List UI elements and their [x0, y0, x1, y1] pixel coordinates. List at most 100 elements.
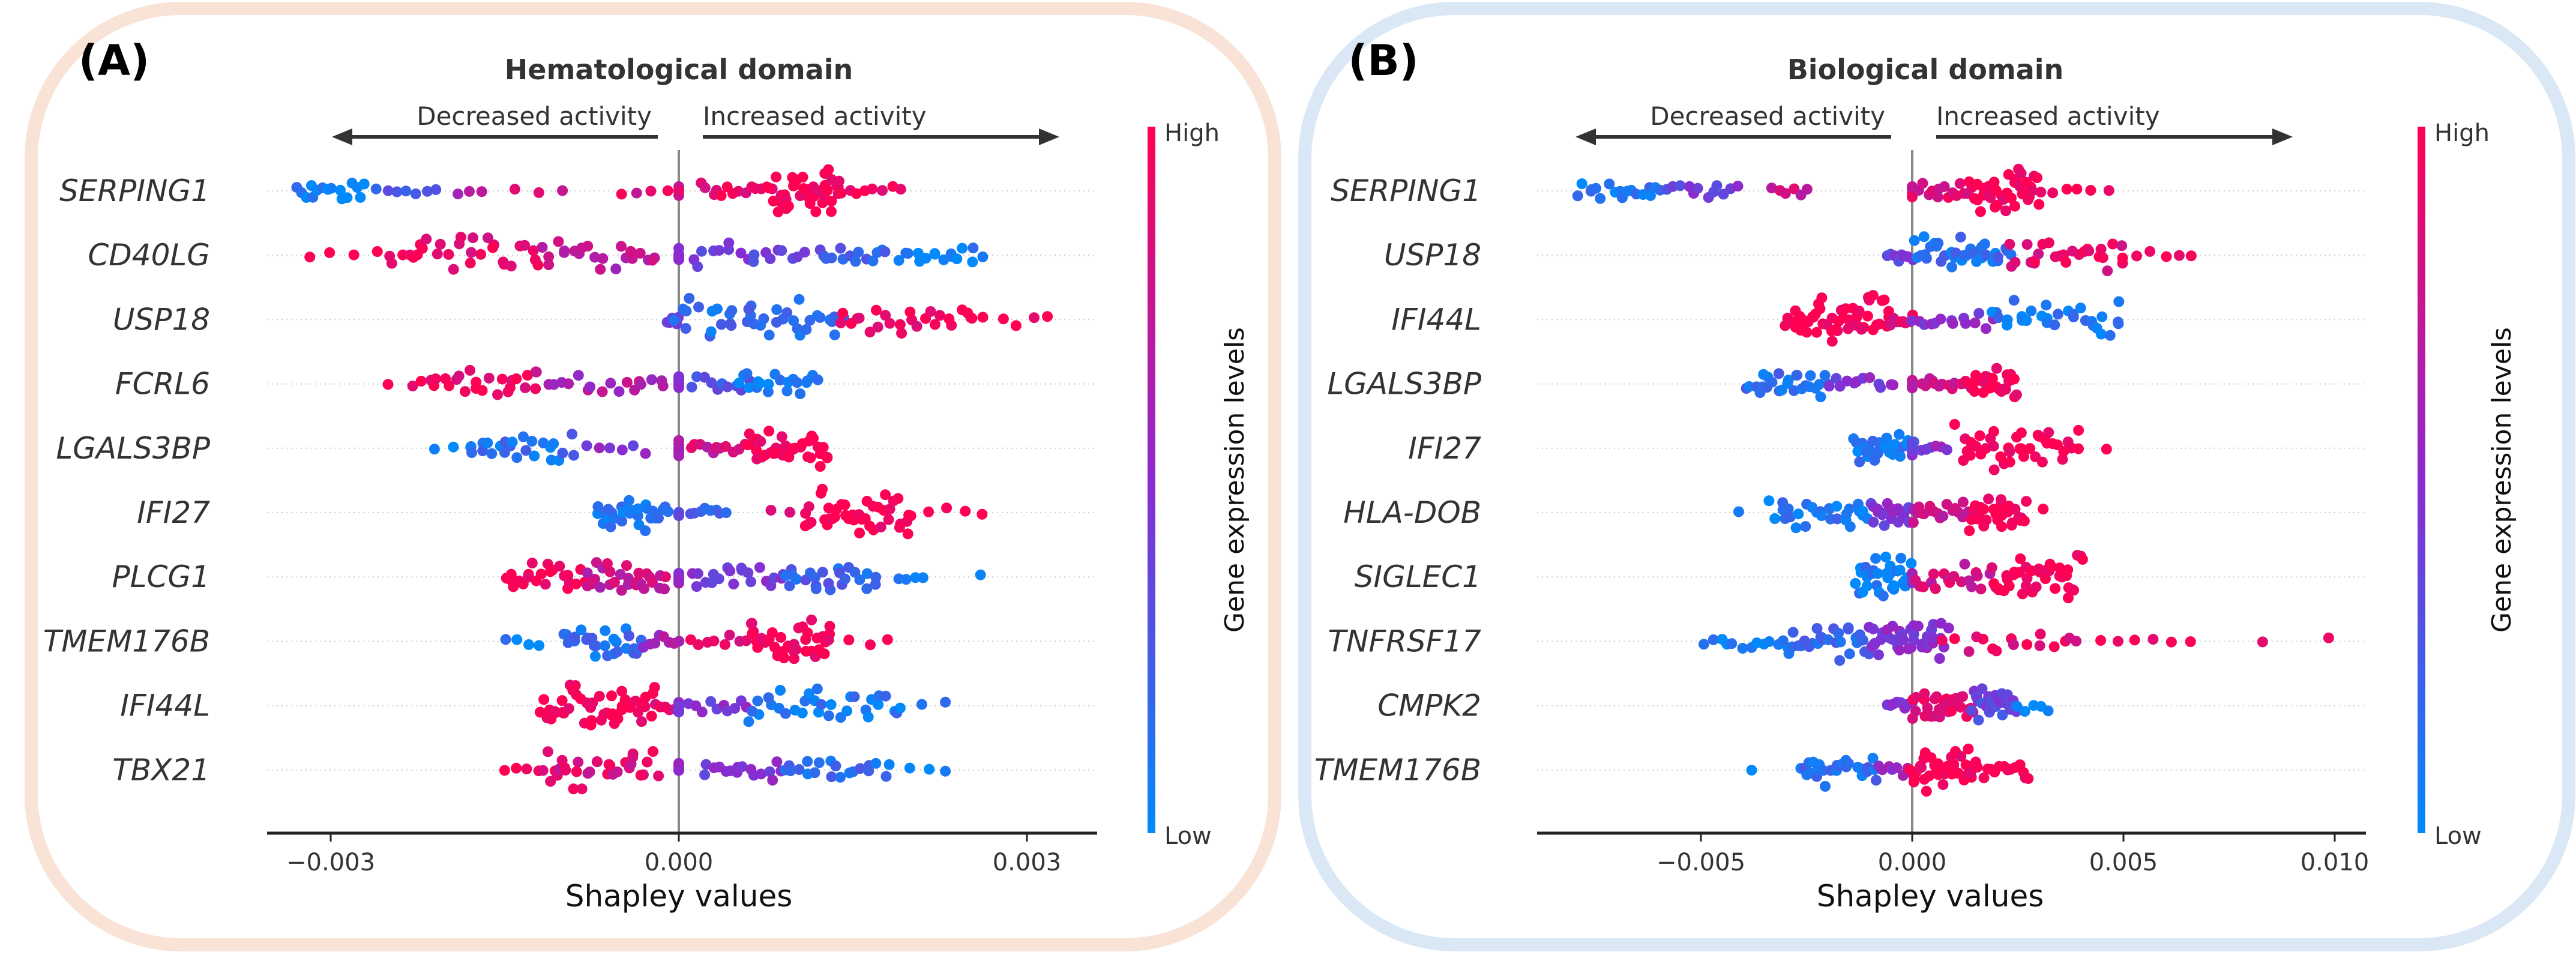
data-point: [628, 440, 639, 451]
data-point: [1829, 324, 1841, 336]
data-point: [957, 243, 968, 254]
data-point: [640, 525, 651, 537]
data-point: [951, 253, 963, 265]
data-point: [528, 245, 539, 256]
data-point: [910, 572, 921, 583]
data-point: [743, 304, 754, 315]
data-point: [1961, 445, 1973, 457]
data-point: [893, 255, 904, 266]
data-point: [883, 514, 894, 525]
data-point: [1816, 292, 1828, 304]
gene-label: IFI44L: [120, 688, 210, 723]
data-point: [673, 575, 684, 586]
data-point: [1957, 691, 1969, 702]
data-point: [752, 695, 763, 706]
data-point: [2323, 632, 2334, 643]
data-point: [499, 765, 510, 776]
x-axis-label: Shapley values: [1817, 879, 2044, 914]
data-point: [775, 631, 786, 643]
data-point: [2131, 250, 2142, 262]
data-point: [825, 699, 837, 710]
data-point: [917, 572, 928, 583]
data-point: [2004, 238, 2015, 250]
data-point: [2144, 246, 2156, 257]
data-point: [839, 499, 850, 511]
data-point: [1880, 552, 1891, 562]
data-point: [822, 185, 833, 196]
data-point: [507, 436, 518, 448]
data-point: [1906, 558, 1917, 569]
data-point: [591, 756, 603, 767]
data-point: [714, 245, 725, 256]
data-point: [812, 374, 823, 385]
data-point: [2107, 238, 2119, 250]
data-point: [1910, 705, 1921, 717]
gene-label: PLCG1: [112, 559, 210, 594]
data-point: [1861, 580, 1873, 592]
data-point: [608, 633, 619, 645]
data-point: [1980, 323, 1991, 334]
x-tick-label: 0.000: [645, 849, 714, 876]
data-point: [763, 634, 775, 645]
data-point: [1826, 336, 1838, 347]
data-point: [1769, 513, 1781, 524]
data-point: [2054, 562, 2065, 574]
data-point: [443, 249, 454, 260]
data-point: [1964, 525, 1975, 537]
data-point: [882, 634, 893, 645]
data-point: [1948, 571, 1960, 582]
data-point: [720, 441, 732, 452]
data-point: [813, 757, 825, 768]
data-point: [691, 371, 702, 382]
data-point: [2050, 583, 2061, 594]
increased-activity-label: Increased activity: [703, 101, 927, 131]
data-point: [517, 431, 529, 442]
data-point: [487, 242, 498, 253]
data-point: [824, 621, 835, 632]
data-point: [823, 577, 834, 589]
data-point: [960, 505, 971, 517]
data-point: [603, 759, 615, 770]
data-point: [1737, 643, 1748, 654]
data-point: [2071, 636, 2082, 647]
data-point: [877, 185, 888, 196]
data-point: [2095, 634, 2107, 646]
data-point: [2021, 496, 2032, 507]
data-point: [435, 238, 446, 250]
data-point: [781, 385, 793, 397]
data-point: [545, 776, 556, 787]
data-point: [610, 264, 622, 274]
data-point: [559, 246, 570, 256]
data-point: [1966, 581, 1978, 592]
data-point: [765, 253, 776, 264]
data-point: [1856, 324, 1867, 335]
data-point: [612, 713, 624, 725]
data-point: [696, 706, 708, 718]
data-point: [1029, 312, 1040, 324]
data-point: [1973, 714, 1984, 726]
data-point: [621, 376, 633, 388]
gene-label: USP18: [113, 302, 210, 337]
data-point: [699, 769, 711, 780]
data-point: [826, 316, 838, 327]
gene-label: TMEM176B: [43, 624, 210, 658]
data-point: [616, 444, 628, 456]
data-point: [496, 373, 508, 385]
data-point: [645, 185, 657, 197]
data-point: [902, 528, 913, 540]
data-point: [2257, 636, 2268, 648]
data-point: [342, 192, 353, 203]
gene-label: TBX21: [112, 753, 210, 788]
data-point: [673, 185, 684, 196]
panel-a-frame: [25, 2, 1281, 951]
data-point: [621, 560, 632, 571]
data-point: [616, 188, 627, 200]
data-point: [560, 764, 571, 776]
data-point: [855, 763, 866, 774]
data-point: [509, 184, 520, 195]
data-point: [649, 682, 660, 693]
data-point: [826, 252, 837, 264]
data-point: [659, 583, 670, 595]
points: [291, 164, 1053, 795]
data-point: [1850, 578, 1861, 589]
